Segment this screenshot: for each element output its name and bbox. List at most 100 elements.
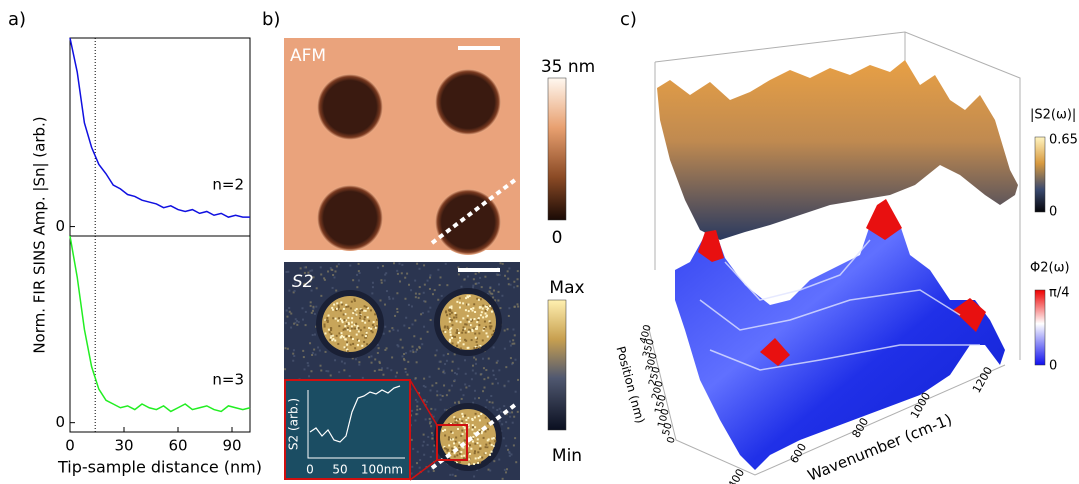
colorbar-max: Max bbox=[549, 278, 584, 298]
speckle-dot bbox=[331, 339, 333, 341]
speckle-dot bbox=[367, 316, 369, 318]
speckle-dot bbox=[427, 436, 429, 438]
speckle-dot bbox=[454, 372, 456, 374]
speckle-dot bbox=[377, 352, 379, 354]
speckle-dot bbox=[474, 452, 476, 454]
speckle-dot bbox=[338, 306, 340, 308]
speckle-dot bbox=[407, 361, 409, 363]
speckle-dot bbox=[362, 320, 364, 322]
speckle-dot bbox=[495, 378, 497, 380]
speckle-dot bbox=[338, 332, 340, 334]
speckle-dot bbox=[330, 374, 332, 376]
speckle-dot bbox=[509, 340, 511, 342]
speckle-dot bbox=[475, 328, 477, 330]
speckle-dot bbox=[430, 408, 432, 410]
speckle-dot bbox=[356, 286, 358, 288]
speckle-dot bbox=[517, 278, 519, 280]
speckle-dot bbox=[451, 305, 453, 307]
speckle-dot bbox=[311, 312, 313, 314]
speckle-dot bbox=[465, 419, 467, 421]
speckle-dot bbox=[477, 451, 479, 453]
speckle-dot bbox=[328, 315, 330, 317]
speckle-dot bbox=[379, 362, 381, 364]
speckle-dot bbox=[324, 326, 326, 328]
speckle-dot bbox=[460, 321, 462, 323]
speckle-dot bbox=[479, 461, 481, 463]
speckle-dot bbox=[513, 416, 515, 418]
speckle-dot bbox=[449, 340, 451, 342]
speckle-dot bbox=[515, 461, 517, 463]
speckle-dot bbox=[456, 301, 458, 303]
speckle-dot bbox=[515, 391, 517, 393]
speckle-dot bbox=[309, 342, 311, 344]
speckle-dot bbox=[423, 292, 425, 294]
speckle-dot bbox=[372, 324, 374, 326]
speckle-dot bbox=[336, 302, 338, 304]
speckle-dot bbox=[378, 347, 380, 349]
speckle-dot bbox=[345, 304, 347, 306]
speckle-dot bbox=[471, 378, 473, 380]
speckle-dot bbox=[444, 326, 446, 328]
speckle-dot bbox=[493, 346, 495, 348]
speckle-dot bbox=[483, 367, 485, 369]
speckle-dot bbox=[399, 280, 401, 282]
x-tick-label: 60 bbox=[168, 437, 187, 455]
speckle-dot bbox=[355, 358, 357, 360]
speckle-dot bbox=[392, 298, 394, 300]
speckle-dot bbox=[384, 326, 386, 328]
speckle-dot bbox=[365, 335, 367, 337]
speckle-dot bbox=[478, 332, 480, 334]
speckle-dot bbox=[486, 399, 488, 401]
speckle-dot bbox=[512, 422, 514, 424]
speckle-dot bbox=[438, 368, 440, 370]
inset-tick: 50 bbox=[332, 463, 347, 477]
inset-tick: 100nm bbox=[361, 463, 403, 477]
speckle-dot bbox=[503, 437, 505, 439]
speckle-dot bbox=[455, 475, 457, 477]
speckle-dot bbox=[489, 442, 491, 444]
speckle-dot bbox=[472, 369, 474, 371]
speckle-dot bbox=[355, 323, 357, 325]
speckle-dot bbox=[468, 329, 470, 331]
speckle-dot bbox=[431, 432, 433, 434]
speckle-dot bbox=[422, 312, 424, 314]
speckle-dot bbox=[468, 458, 470, 460]
speckle-dot bbox=[494, 440, 496, 442]
speckle-dot bbox=[343, 308, 345, 310]
speckle-dot bbox=[333, 304, 335, 306]
speckle-dot bbox=[497, 300, 499, 302]
speckle-dot bbox=[463, 343, 465, 345]
speckle-dot bbox=[451, 324, 453, 326]
speckle-dot bbox=[397, 345, 399, 347]
speckle-dot bbox=[358, 361, 360, 363]
speckle-dot bbox=[391, 356, 393, 358]
colorbar bbox=[548, 300, 566, 430]
speckle-dot bbox=[505, 366, 507, 368]
speckle-dot bbox=[489, 454, 491, 456]
speckle-dot bbox=[504, 469, 506, 471]
speckle-dot bbox=[474, 443, 476, 445]
speckle-dot bbox=[351, 321, 353, 323]
speckle-dot bbox=[473, 303, 475, 305]
annotation: n=2 bbox=[212, 176, 244, 194]
speckle-dot bbox=[456, 373, 458, 375]
speckle-dot bbox=[481, 432, 483, 434]
speckle-dot bbox=[307, 362, 309, 364]
speckle-dot bbox=[504, 275, 506, 277]
speckle-dot bbox=[474, 397, 476, 399]
speckle-dot bbox=[350, 344, 352, 346]
speckle-dot bbox=[507, 270, 509, 272]
speckle-dot bbox=[442, 395, 444, 397]
speckle-dot bbox=[307, 365, 309, 367]
speckle-dot bbox=[363, 318, 365, 320]
speckle-dot bbox=[454, 456, 456, 458]
speckle-dot bbox=[517, 270, 519, 272]
speckle-dot bbox=[424, 284, 426, 286]
particle bbox=[322, 296, 378, 352]
speckle-dot bbox=[423, 264, 425, 266]
speckle-dot bbox=[310, 301, 312, 303]
speckle-dot bbox=[451, 451, 453, 453]
speckle-dot bbox=[449, 339, 451, 341]
speckle-dot bbox=[408, 304, 410, 306]
speckle-dot bbox=[508, 451, 510, 453]
